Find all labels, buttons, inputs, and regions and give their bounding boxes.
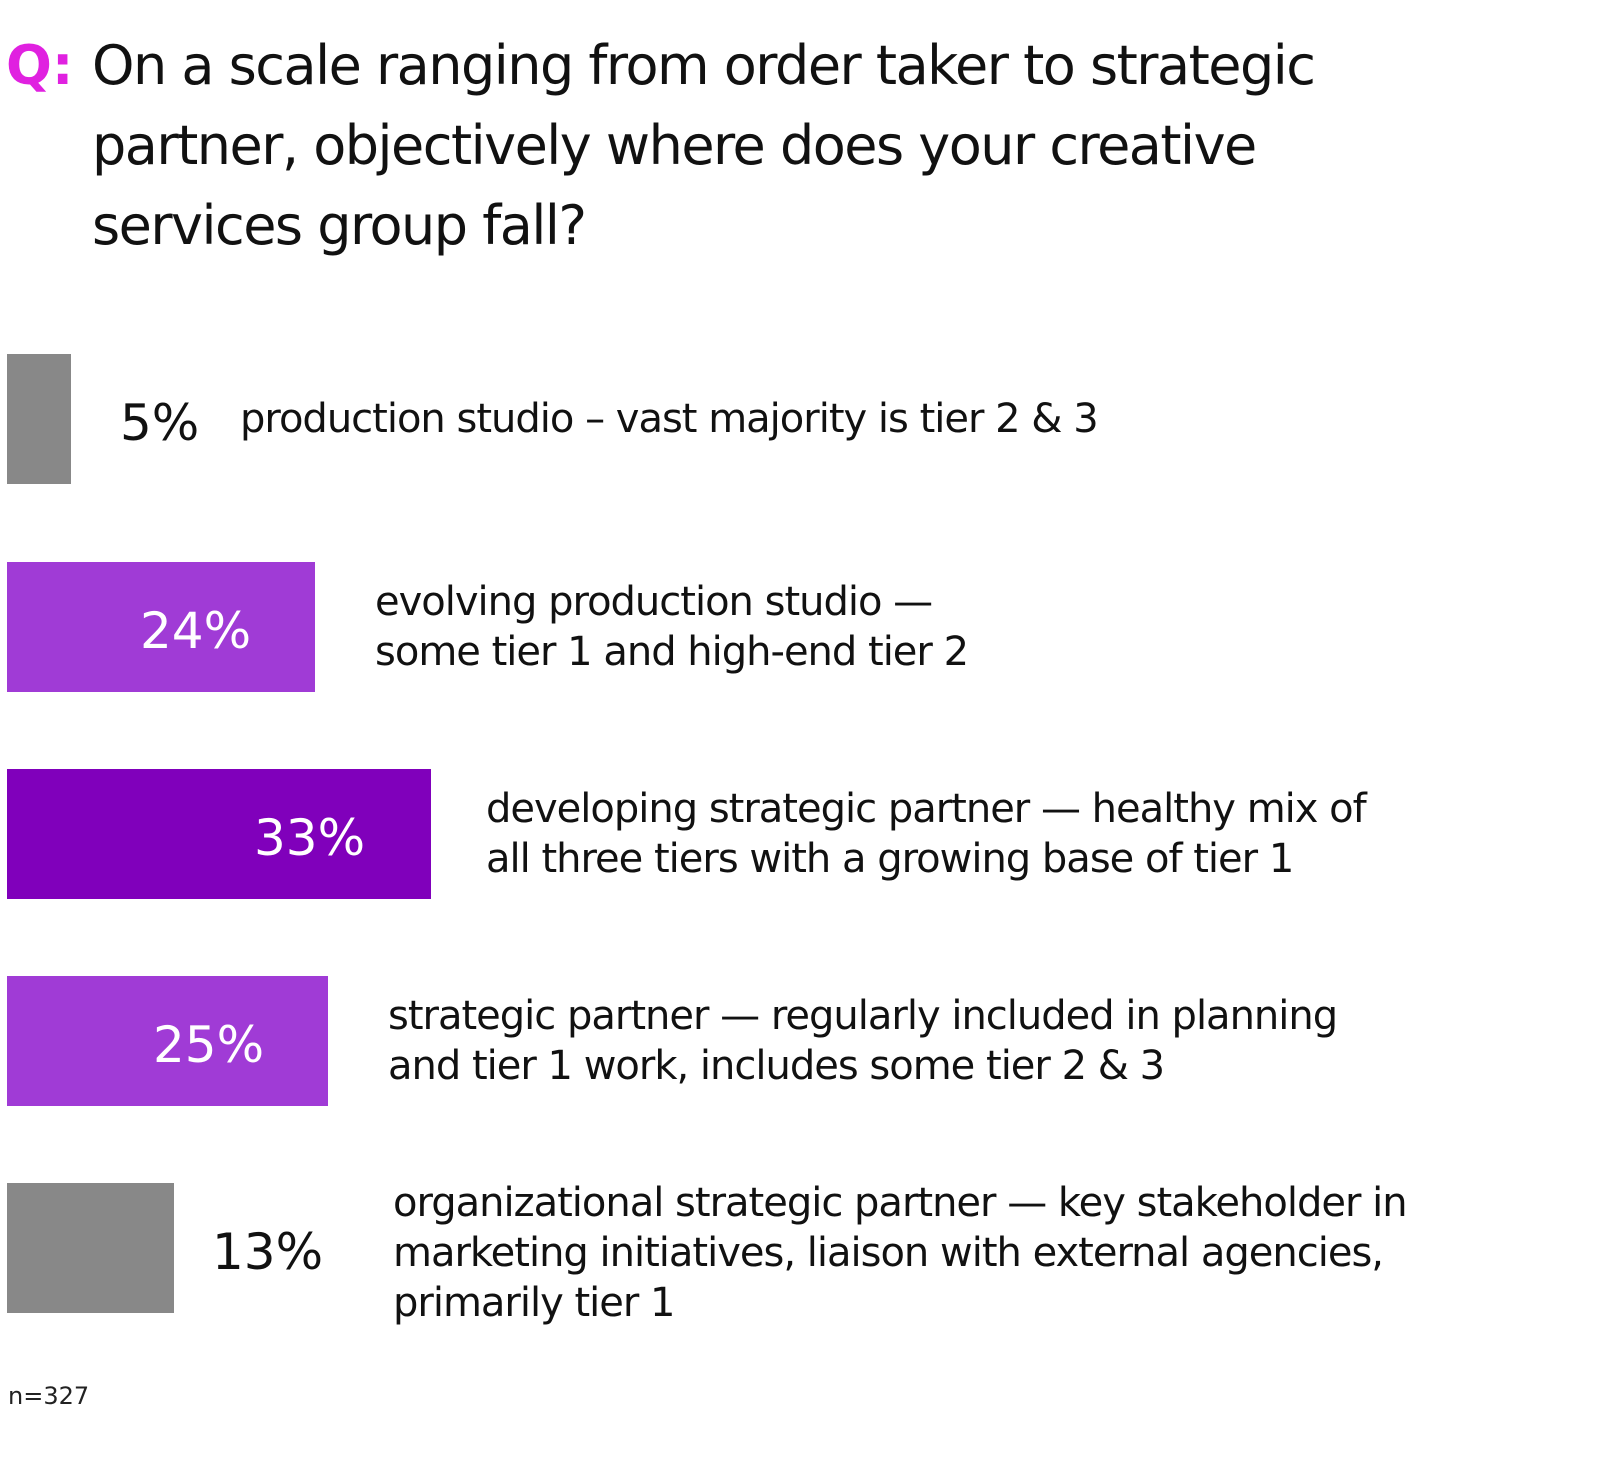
category-label-4: strategic partner — regularly included i… [388, 991, 1338, 1091]
value-label-1: 5% [120, 394, 200, 452]
category-label-5-line-2: marketing initiatives, liaison with exte… [393, 1230, 1384, 1276]
bar-1 [7, 354, 72, 484]
question-prefix: Q: [6, 34, 74, 97]
category-label-2-line-2: some tier 1 and high-end tier 2 [375, 629, 969, 675]
category-label-5-line-3: primarily tier 1 [393, 1280, 675, 1326]
category-label-3-line-1: developing strategic partner — healthy m… [486, 786, 1367, 832]
value-label-5: 13% [212, 1223, 324, 1281]
bar-4 [7, 976, 329, 1106]
category-label-5-line-1: organizational strategic partner — key s… [393, 1180, 1408, 1226]
category-label-1-line-1: production studio – vast majority is tie… [240, 396, 1099, 442]
question-text: On a scale ranging from order taker to s… [92, 34, 1316, 257]
category-label-3: developing strategic partner — healthy m… [486, 784, 1367, 884]
value-label-2: 24% [140, 602, 252, 660]
value-label-4: 25% [153, 1016, 265, 1074]
bar-5 [7, 1183, 175, 1313]
category-label-2-line-1: evolving production studio — [375, 579, 933, 625]
category-label-5: organizational strategic partner — key s… [393, 1178, 1408, 1328]
category-label-4-line-1: strategic partner — regularly included i… [388, 993, 1338, 1039]
category-label-1: production studio – vast majority is tie… [240, 394, 1099, 444]
category-label-4-line-2: and tier 1 work, includes some tier 2 & … [388, 1043, 1165, 1089]
value-label-3: 33% [254, 809, 366, 867]
bar-3 [7, 769, 432, 899]
category-label-3-line-2: all three tiers with a growing base of t… [486, 836, 1294, 882]
sample-size-note: n=327 [8, 1382, 90, 1410]
bar-2 [7, 562, 316, 692]
category-label-2: evolving production studio — some tier 1 … [375, 577, 969, 677]
